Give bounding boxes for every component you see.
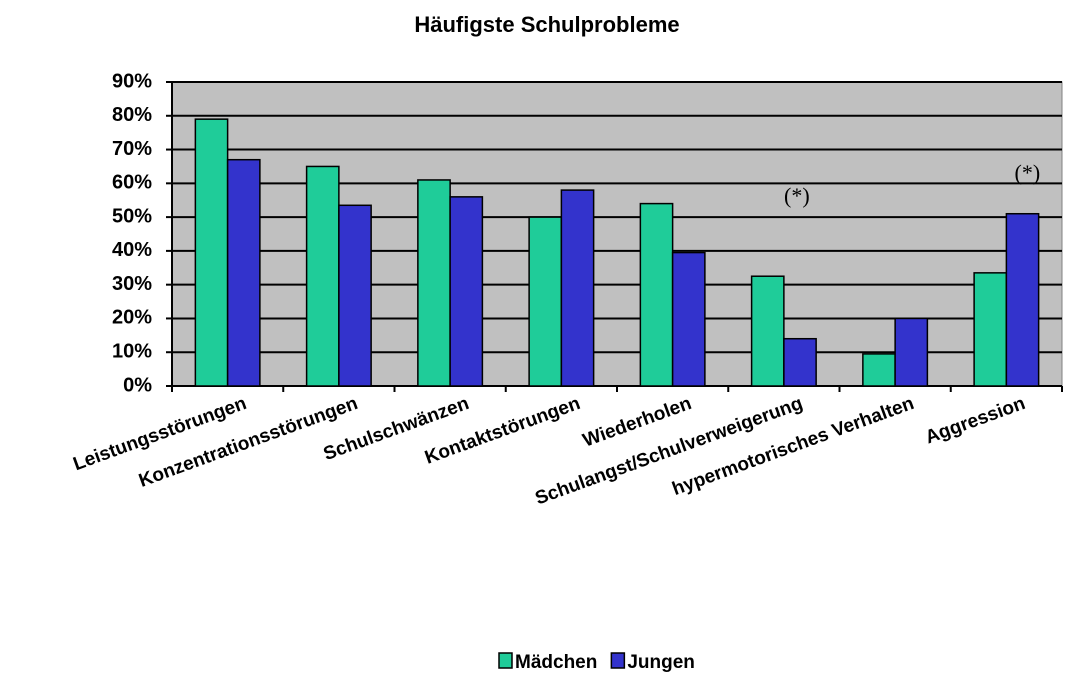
annotation: (*) — [784, 183, 810, 208]
bar — [338, 204, 372, 387]
x-tick-label: Aggression — [923, 393, 1028, 448]
bar — [671, 251, 706, 387]
bar — [862, 353, 896, 387]
bar — [560, 189, 595, 387]
bar — [305, 165, 340, 387]
y-tick-label: 0% — [123, 374, 152, 396]
bar — [417, 179, 451, 387]
chart-title: Häufigste Schulprobleme — [414, 12, 679, 37]
y-tick-label: 60% — [112, 172, 152, 194]
legend-swatch — [610, 652, 626, 669]
bar — [449, 196, 484, 387]
y-tick-label: 40% — [112, 239, 152, 261]
bar — [528, 216, 563, 387]
legend-label: Jungen — [627, 652, 695, 673]
bar — [783, 337, 817, 387]
y-tick-label: 50% — [112, 205, 152, 227]
bar — [894, 317, 929, 387]
y-tick-label: 90% — [112, 70, 152, 92]
bar — [1005, 212, 1040, 387]
annotation: (*) — [1015, 160, 1041, 185]
bar — [750, 275, 785, 387]
y-tick-label: 80% — [112, 104, 152, 126]
y-tick-label: 30% — [112, 273, 152, 295]
bar — [194, 118, 229, 387]
legend-swatch — [498, 652, 513, 669]
legend-label: Mädchen — [515, 652, 597, 673]
y-tick-label: 20% — [112, 307, 152, 329]
bar — [226, 158, 261, 387]
bar — [973, 272, 1008, 387]
plot-area — [171, 81, 1063, 387]
bar — [639, 202, 674, 387]
y-tick-label: 70% — [112, 138, 152, 160]
y-tick-label: 10% — [112, 341, 152, 363]
